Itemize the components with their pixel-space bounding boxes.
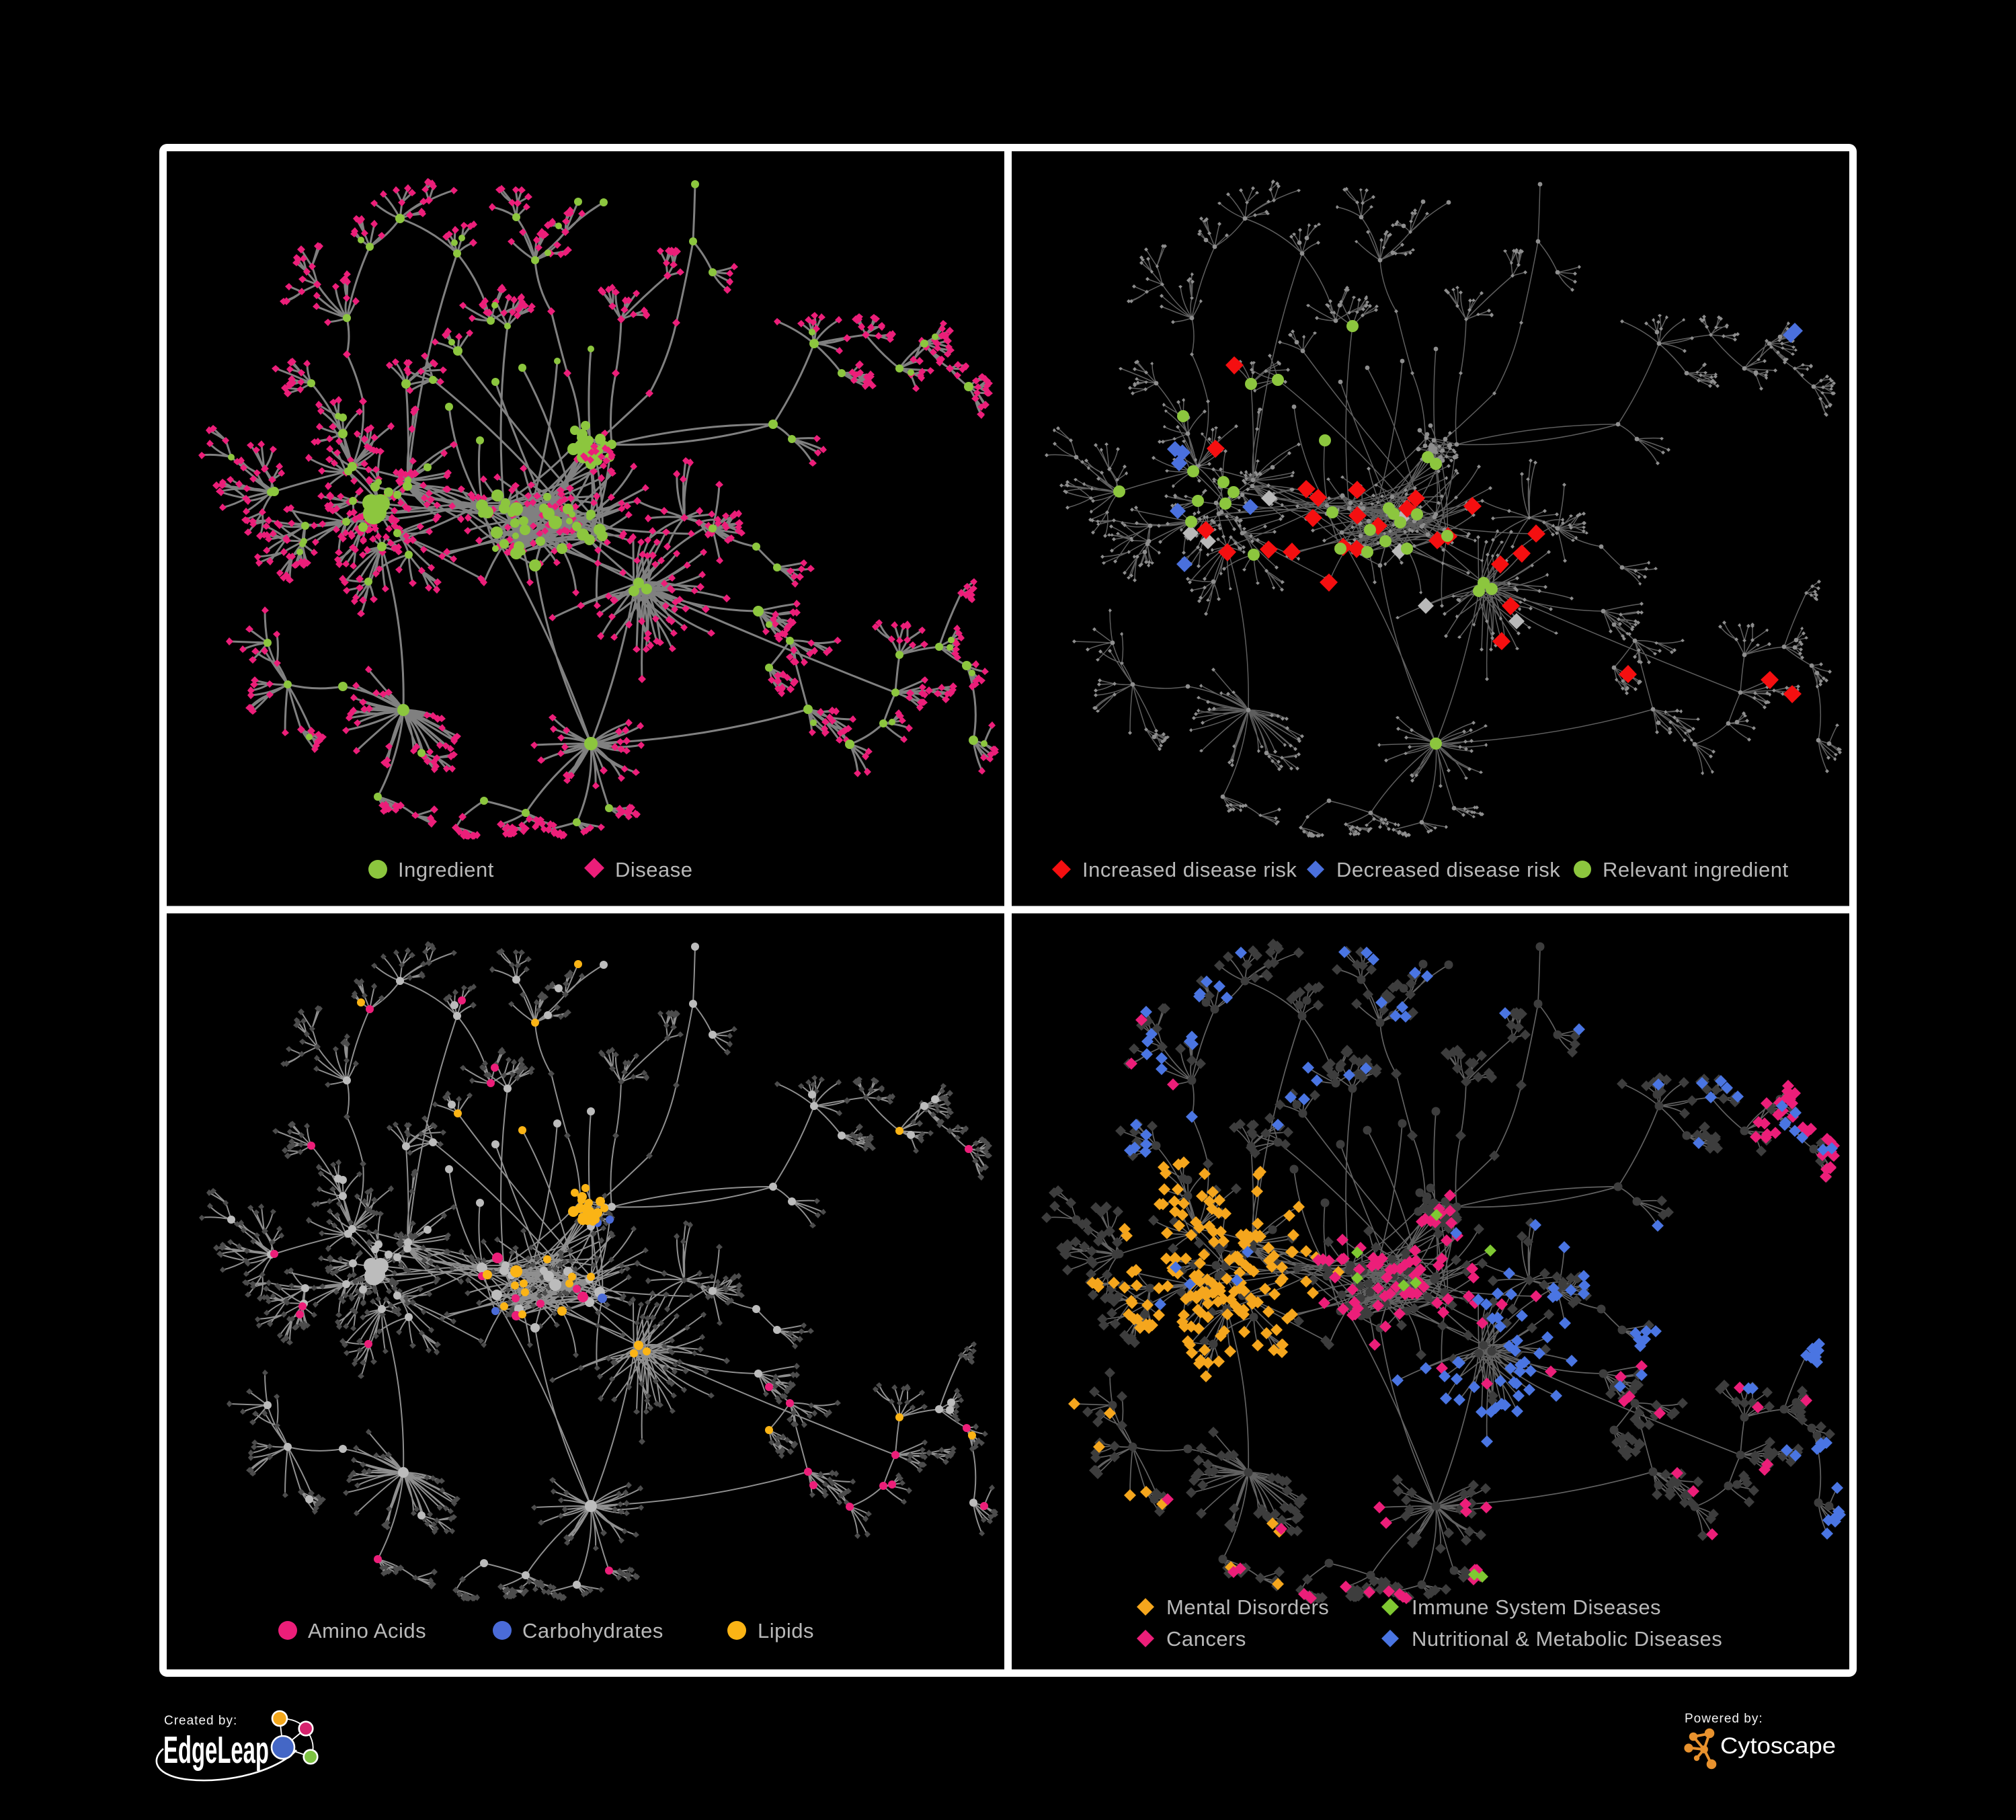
svg-text:Cytoscape: Cytoscape [1720, 1733, 1836, 1759]
svg-text:Ingredient: Ingredient [398, 858, 494, 881]
svg-text:Nutritional & Metabolic Diseas: Nutritional & Metabolic Diseases [1412, 1627, 1722, 1651]
svg-text:Powered by:: Powered by: [1685, 1712, 1763, 1726]
svg-text:Mental Disorders: Mental Disorders [1166, 1595, 1329, 1619]
svg-text:Increased disease risk: Increased disease risk [1082, 858, 1297, 881]
svg-text:Cancers: Cancers [1166, 1627, 1246, 1651]
svg-text:Carbohydrates: Carbohydrates [522, 1619, 663, 1643]
svg-text:Created by:: Created by: [164, 1714, 237, 1728]
svg-text:Amino Acids: Amino Acids [308, 1619, 426, 1643]
svg-text:Disease: Disease [615, 858, 693, 881]
svg-text:Immune System Diseases: Immune System Diseases [1412, 1595, 1661, 1619]
svg-text:Lipids: Lipids [758, 1619, 814, 1643]
svg-text:Relevant ingredient: Relevant ingredient [1603, 858, 1789, 881]
svg-text:Decreased disease risk: Decreased disease risk [1336, 858, 1560, 881]
svg-text:EdgeLeap: EdgeLeap [163, 1729, 269, 1772]
